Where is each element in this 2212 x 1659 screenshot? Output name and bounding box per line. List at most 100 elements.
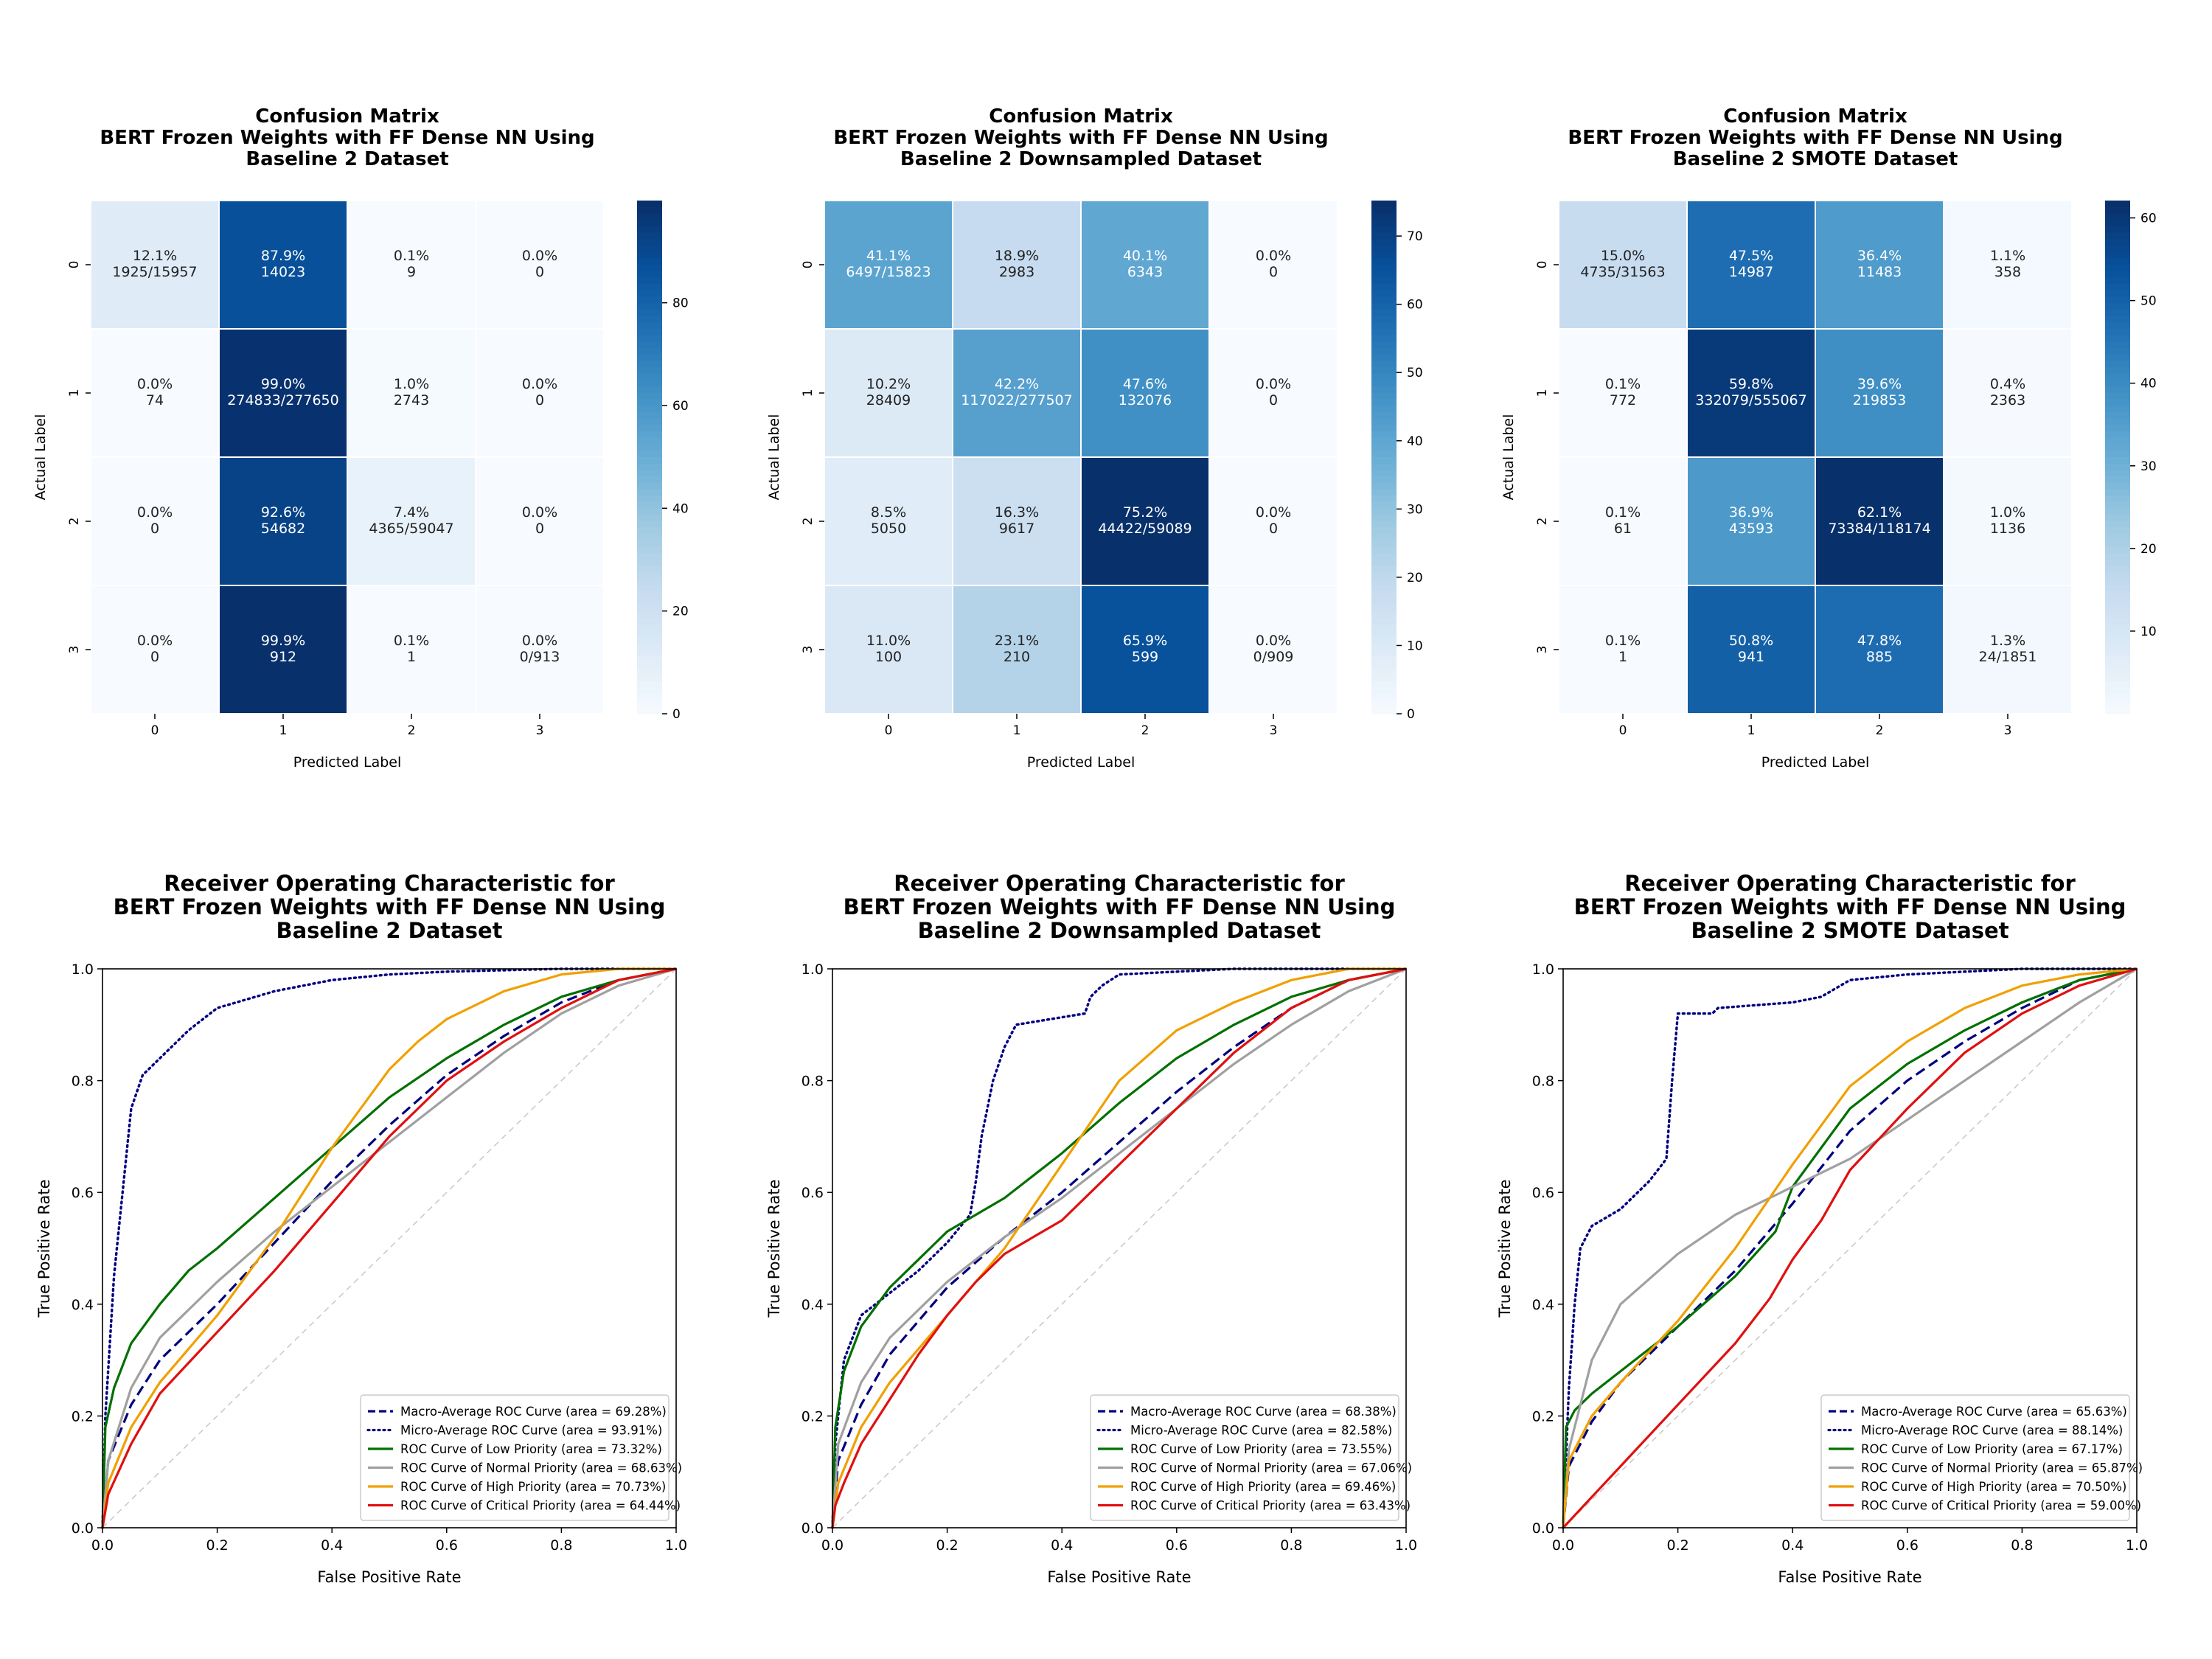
y-tick-label: 0.0 bbox=[1532, 1520, 1554, 1537]
y-axis-label: Actual Label bbox=[32, 414, 49, 501]
cell-percent-label: 50.8% bbox=[1729, 633, 1773, 649]
chart-title-line: Baseline 2 SMOTE Dataset bbox=[1691, 918, 2008, 943]
y-tick-label: 0 bbox=[67, 261, 82, 269]
colorbar-segment bbox=[1371, 303, 1397, 310]
cell-count-label: 0 bbox=[535, 521, 544, 537]
cell-count-label: 912 bbox=[270, 649, 296, 665]
colorbar-segment bbox=[637, 418, 662, 426]
cell-count-label: 4735/31563 bbox=[1580, 264, 1665, 280]
y-tick-label: 1.0 bbox=[801, 961, 824, 978]
colorbar-segment bbox=[2105, 650, 2130, 657]
colorbar-segment bbox=[2105, 707, 2130, 714]
colorbar-segment bbox=[637, 444, 662, 451]
colorbar-segment bbox=[2105, 245, 2130, 253]
colorbar-segment bbox=[637, 681, 662, 689]
colorbar-segment bbox=[2105, 534, 2130, 541]
colorbar-segment bbox=[637, 393, 662, 400]
colorbar-segment bbox=[637, 521, 662, 529]
colorbar-segment bbox=[637, 643, 662, 650]
colorbar-segment bbox=[1371, 258, 1397, 265]
colorbar-segment bbox=[2105, 675, 2130, 683]
x-tick-label: 0.0 bbox=[1552, 1537, 1574, 1554]
roc-series-line bbox=[1562, 967, 2138, 1528]
cell-count-label: 24/1851 bbox=[1979, 649, 2037, 665]
colorbar-segment bbox=[2105, 341, 2130, 349]
colorbar-segment bbox=[1371, 566, 1397, 574]
colorbar-segment bbox=[1371, 489, 1397, 496]
cell-count-label: 54682 bbox=[261, 521, 305, 537]
x-tick-label: 0 bbox=[1619, 723, 1627, 738]
colorbar-segment bbox=[637, 476, 662, 484]
cell-count-label: 43593 bbox=[1729, 521, 1773, 537]
y-axis-label: True Positive Rate bbox=[35, 1179, 53, 1318]
cell-percent-label: 0.4% bbox=[1990, 376, 2025, 392]
colorbar-segment bbox=[1371, 251, 1397, 259]
cell-percent-label: 0.0% bbox=[522, 633, 557, 649]
colorbar-segment bbox=[2105, 296, 2130, 304]
roc-series-line bbox=[1562, 967, 2138, 1528]
colorbar-segment bbox=[2105, 669, 2130, 676]
colorbar-segment bbox=[1371, 669, 1397, 676]
colorbar-segment bbox=[2105, 251, 2130, 259]
roc-series-line bbox=[831, 967, 1407, 1528]
cell-count-label: 0 bbox=[535, 392, 544, 408]
cell-count-label: 6497/15823 bbox=[846, 264, 931, 280]
y-tick-label: 0 bbox=[1535, 261, 1550, 269]
legend-entry: ROC Curve of High Priority (area = 69.46… bbox=[1130, 1480, 1396, 1494]
y-tick-label: 1 bbox=[1535, 389, 1550, 397]
heatmap-cell bbox=[218, 328, 348, 458]
y-axis-label: Actual Label bbox=[1500, 414, 1517, 501]
cell-percent-label: 0.0% bbox=[522, 504, 557, 521]
colorbar-segment bbox=[1371, 290, 1397, 298]
roc-series-line bbox=[101, 967, 676, 1528]
heatmap-cell bbox=[90, 328, 220, 458]
colorbar-segment bbox=[637, 470, 662, 477]
colorbar-segment bbox=[1371, 515, 1397, 522]
colorbar-segment bbox=[637, 361, 662, 368]
colorbar-tick-label: 50 bbox=[1407, 366, 1423, 380]
colorbar-segment bbox=[1371, 527, 1397, 535]
colorbar-tick-label: 0 bbox=[672, 707, 681, 722]
legend-entry: ROC Curve of Normal Priority (area = 68.… bbox=[400, 1461, 682, 1475]
heatmap-cell bbox=[218, 585, 348, 714]
colorbar-segment bbox=[1371, 361, 1397, 368]
cell-percent-label: 12.1% bbox=[133, 248, 177, 264]
colorbar-segment bbox=[637, 201, 662, 208]
colorbar-segment bbox=[2105, 258, 2130, 265]
colorbar-segment bbox=[1371, 220, 1397, 227]
cell-percent-label: 75.2% bbox=[1123, 504, 1167, 521]
colorbar-segment bbox=[2105, 373, 2130, 381]
heatmap-cell bbox=[1943, 200, 2073, 330]
legend-box bbox=[1090, 1394, 1399, 1521]
colorbar-segment bbox=[637, 540, 662, 548]
colorbar-segment bbox=[1371, 367, 1397, 375]
colorbar-segment bbox=[2105, 624, 2130, 631]
colorbar-segment bbox=[637, 309, 662, 317]
colorbar-segment bbox=[637, 694, 662, 702]
colorbar-segment bbox=[637, 329, 662, 336]
legend-entry: ROC Curve of Critical Priority (area = 6… bbox=[400, 1499, 681, 1513]
roc-chart-3: Receiver Operating Characteristic forBER… bbox=[1496, 871, 2148, 1586]
colorbar-segment bbox=[637, 515, 662, 522]
x-axis-label: Predicted Label bbox=[1761, 754, 1870, 771]
colorbar-segment bbox=[2105, 598, 2130, 605]
x-tick-label: 0 bbox=[885, 723, 893, 738]
colorbar-segment bbox=[637, 437, 662, 445]
cell-percent-label: 0.1% bbox=[1605, 376, 1641, 392]
colorbar-segment bbox=[2105, 284, 2130, 291]
cell-count-label: 61 bbox=[1614, 521, 1632, 537]
heatmap-cell bbox=[952, 200, 1082, 330]
colorbar-segment bbox=[637, 617, 662, 625]
colorbar-tick-label: 20 bbox=[2140, 542, 2157, 557]
y-tick-label: 0.6 bbox=[801, 1185, 824, 1201]
cell-percent-label: 0.1% bbox=[1605, 504, 1641, 521]
colorbar-segment bbox=[1371, 316, 1397, 323]
y-tick-label: 2 bbox=[1535, 518, 1550, 526]
colorbar-segment bbox=[2105, 591, 2130, 599]
legend-entry: ROC Curve of Low Priority (area = 73.32%… bbox=[400, 1442, 662, 1456]
x-axis-label: Predicted Label bbox=[1027, 754, 1135, 771]
cell-count-label: 0 bbox=[535, 264, 544, 280]
colorbar-segment bbox=[637, 546, 662, 554]
colorbar-segment bbox=[2105, 201, 2130, 208]
colorbar-segment bbox=[1371, 681, 1397, 689]
